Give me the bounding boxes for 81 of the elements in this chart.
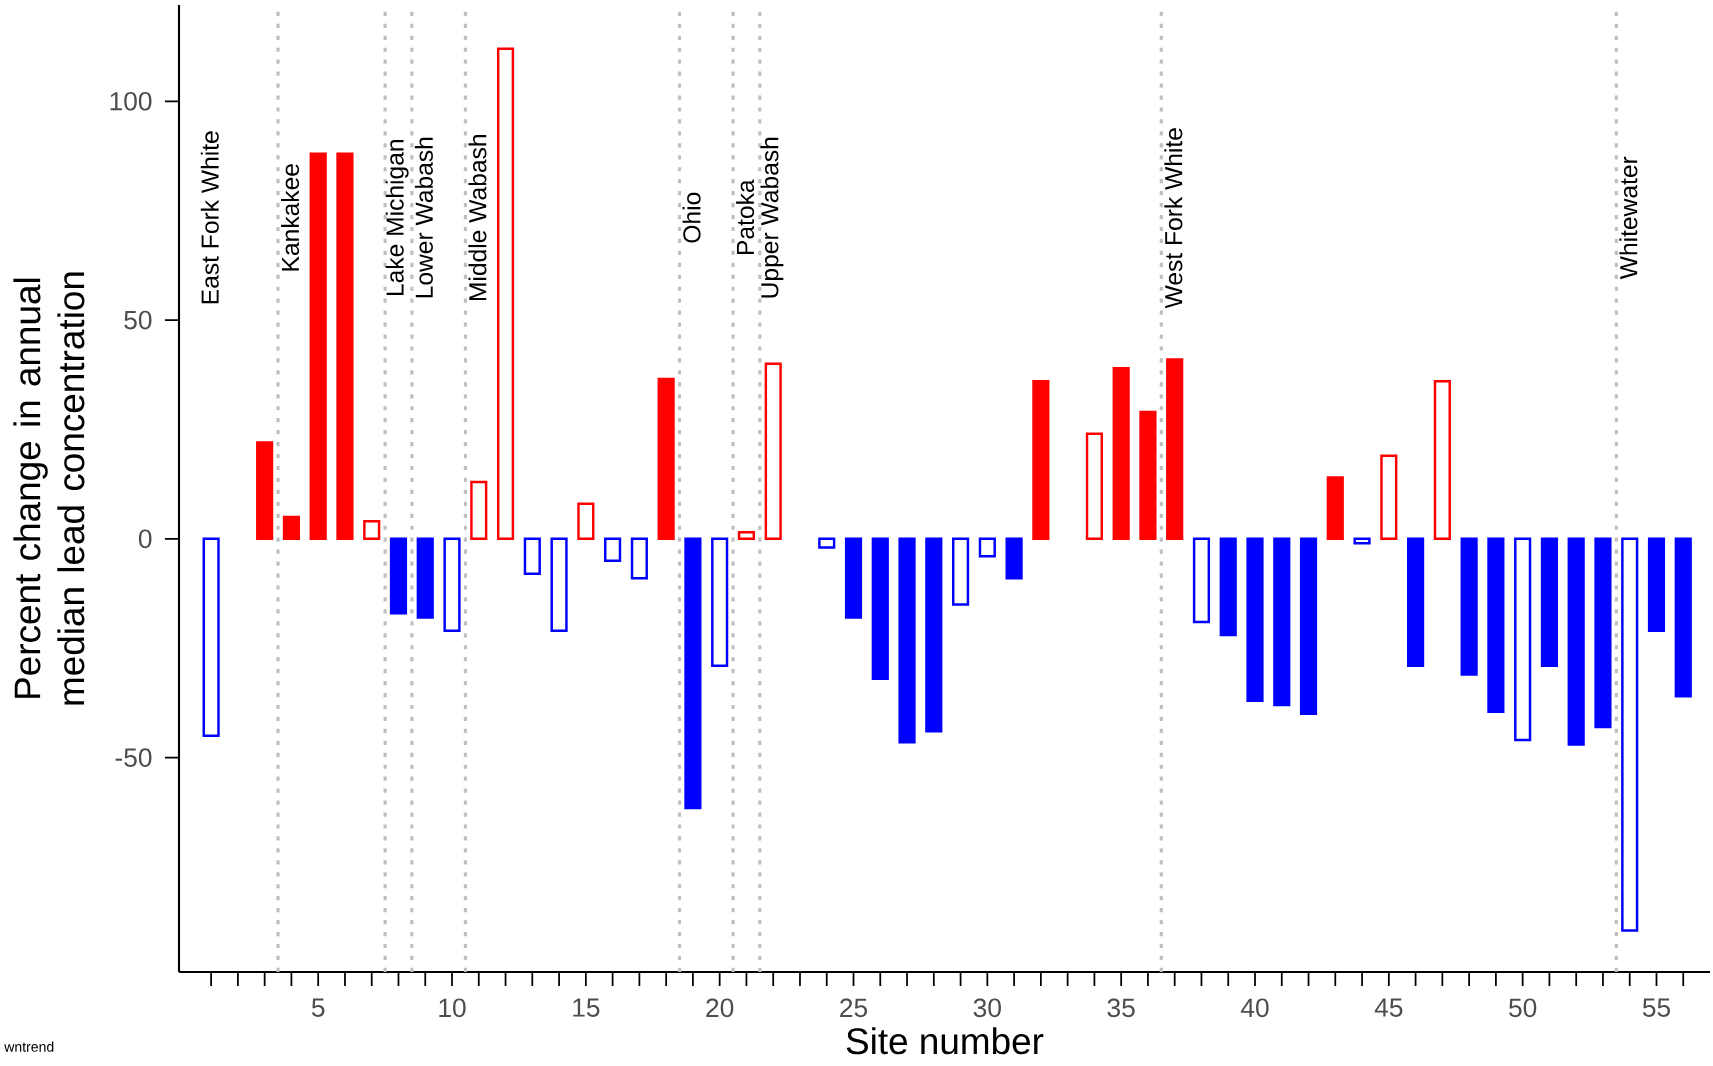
bar [818, 537, 836, 549]
bar [1594, 537, 1612, 729]
x-tick-label: 25 [840, 998, 868, 1018]
x-tick-label: 15 [573, 998, 600, 1017]
bar [1674, 537, 1692, 698]
bar [737, 531, 756, 541]
bar [951, 537, 970, 606]
bar [336, 152, 354, 541]
bar [1112, 366, 1130, 541]
bar [1567, 537, 1585, 746]
bar [871, 537, 889, 681]
bar [470, 480, 488, 541]
bar [1326, 476, 1344, 541]
x-tick-label: 45 [1374, 998, 1403, 1017]
y-tick-label: 100 [110, 91, 152, 111]
x-tick-label: 30 [973, 998, 1001, 1018]
bar [416, 537, 434, 619]
bar [657, 377, 675, 541]
annotation: Upper Wabash [760, 137, 784, 298]
bar [925, 537, 943, 733]
bar [496, 47, 515, 541]
bar [443, 537, 461, 632]
bar [363, 520, 381, 541]
bar [523, 537, 541, 576]
bar [1540, 537, 1559, 667]
bar [1219, 537, 1237, 637]
bar [1085, 432, 1103, 541]
x-tick-label: 55 [1642, 998, 1671, 1017]
bar [1460, 537, 1478, 676]
y-tick-label: -50 [115, 748, 152, 767]
bar [604, 537, 622, 562]
bar [256, 441, 274, 541]
bar [1487, 537, 1505, 713]
x-tick-label: 40 [1240, 998, 1269, 1018]
bar [1380, 454, 1398, 541]
bar [550, 537, 568, 632]
bar [1032, 380, 1050, 541]
x-tick-label: 50 [1509, 998, 1537, 1018]
bar [202, 537, 220, 737]
annotation: Whitewater [1619, 156, 1638, 280]
annotation: Lake Michigan [385, 140, 409, 295]
annotation: Lower Wabash [414, 137, 433, 298]
annotation: West Fork White [1164, 128, 1183, 309]
bar [389, 537, 408, 615]
bar [1005, 537, 1023, 580]
bar [1353, 537, 1371, 545]
bar [577, 502, 595, 541]
bar [1139, 410, 1157, 541]
bar [844, 537, 863, 619]
bar [1166, 358, 1184, 541]
bar [711, 537, 729, 667]
bar [1273, 537, 1291, 707]
text: wntrend [4, 1041, 54, 1052]
bar [1407, 537, 1425, 667]
y-tick-label: 0 [138, 529, 152, 549]
annotation: East Fork White [200, 131, 219, 304]
y-axis-title: Percent change in annual median lead concentration [13, 272, 85, 705]
bar [978, 537, 996, 558]
annotation: Ohio [682, 192, 701, 243]
annotation: Middle Wabash [468, 135, 487, 300]
bar [282, 515, 301, 541]
bar [1433, 380, 1451, 541]
bar [309, 152, 327, 541]
x-tick-label: 5 [311, 998, 325, 1017]
x-axis-title: Site number [846, 1027, 1044, 1055]
annotation: Kankakee [281, 164, 300, 271]
x-tick-label: 20 [706, 998, 734, 1018]
y-tick-label: 50 [124, 310, 152, 330]
x-tick-label: 35 [1107, 998, 1135, 1018]
bar [1621, 537, 1639, 932]
bar [684, 537, 702, 810]
bar [1192, 537, 1211, 624]
x-tick-label: 10 [439, 998, 466, 1018]
bar [1514, 537, 1532, 742]
bar [1246, 537, 1264, 702]
annotation: Patoka [736, 179, 755, 254]
bar [1647, 537, 1666, 632]
bar [898, 537, 916, 744]
bar [1299, 537, 1318, 716]
bar [630, 537, 648, 580]
bar [764, 362, 782, 541]
